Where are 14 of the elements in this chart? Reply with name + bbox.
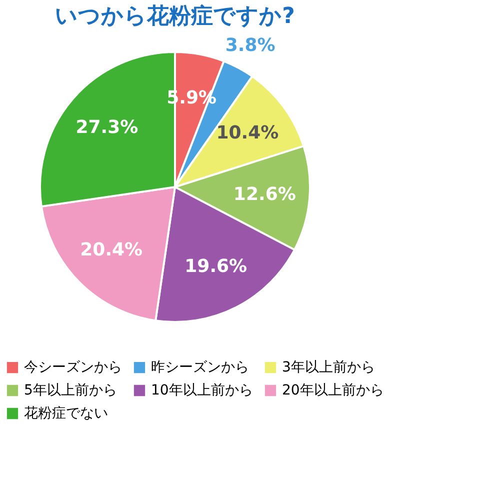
chart-title: いつから花粉症ですか? xyxy=(55,4,295,29)
legend-label: 5年以上前から xyxy=(24,382,117,398)
data-label: 19.6% xyxy=(184,256,248,278)
legend-label: 10年以上前から xyxy=(151,382,253,398)
data-label: 27.3% xyxy=(76,117,138,138)
data-label: 20.4% xyxy=(80,240,143,261)
legend-label: 今シーズンから xyxy=(24,360,122,376)
legend-label: 3年以上前から xyxy=(282,360,375,376)
data-label: 3.8% xyxy=(225,34,276,56)
legend-label: 20年以上前から xyxy=(282,382,384,398)
legend-label: 花粉症でない xyxy=(24,406,108,422)
legend-label: 昨シーズンから xyxy=(151,360,249,376)
data-label: 10.4% xyxy=(216,122,279,144)
data-label: 12.6% xyxy=(233,184,296,205)
